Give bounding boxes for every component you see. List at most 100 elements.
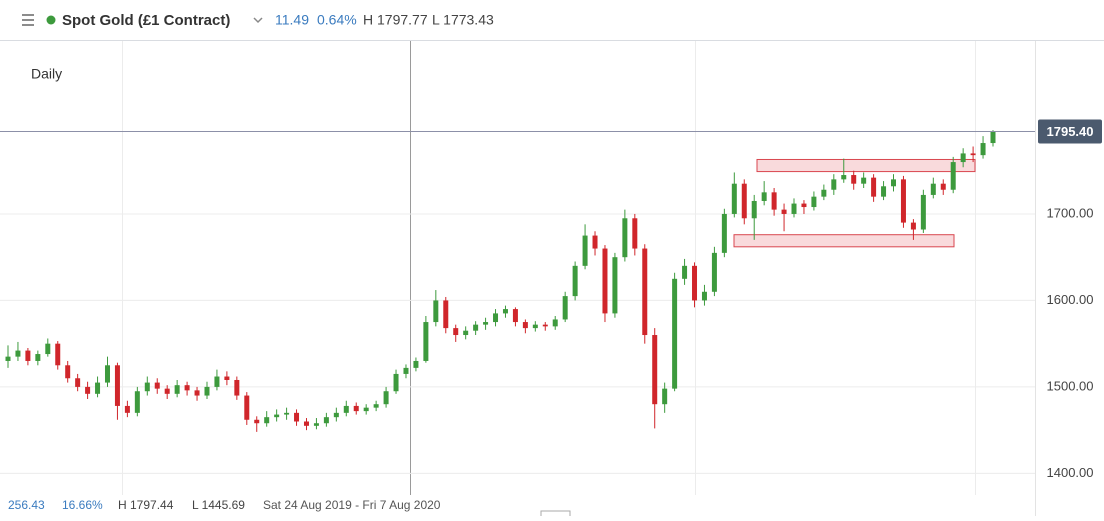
day-low: L 1773.43 xyxy=(432,12,494,28)
candle-body xyxy=(871,177,877,197)
candle-body xyxy=(821,189,827,197)
candle-body xyxy=(333,412,339,418)
candle-body xyxy=(731,183,737,214)
candle-body xyxy=(711,252,717,292)
price-zone xyxy=(756,158,976,173)
candle-body xyxy=(811,196,817,208)
candle-body xyxy=(5,356,11,361)
y-tick-label: 1600.00 xyxy=(1047,292,1094,307)
candle-body xyxy=(124,405,130,413)
candle-body xyxy=(274,414,280,418)
candle-body xyxy=(493,313,499,323)
candle-body xyxy=(682,265,688,279)
candle-body xyxy=(861,177,867,184)
candle-body xyxy=(284,412,290,415)
candle-body xyxy=(672,278,678,389)
change: 11.49 xyxy=(275,12,309,28)
candle-body xyxy=(891,179,897,187)
candle-body xyxy=(184,385,190,391)
candle-body xyxy=(483,322,489,325)
last-price-label: 1795.40 xyxy=(1047,124,1094,139)
change-pct: 0.64% xyxy=(317,12,357,28)
candle-body xyxy=(512,309,518,323)
candle-body xyxy=(234,379,240,396)
candle-body xyxy=(443,300,449,329)
candle-body xyxy=(542,324,548,327)
candle-body xyxy=(323,417,329,424)
dropdown-chevron[interactable] xyxy=(253,17,263,24)
candle-body xyxy=(532,324,538,329)
candle-body xyxy=(25,350,31,361)
candle-body xyxy=(612,257,618,314)
candle-body xyxy=(562,296,568,320)
candle-body xyxy=(303,421,309,426)
candle-body xyxy=(463,330,469,336)
y-tick-label: 1400.00 xyxy=(1047,465,1094,480)
candle-body xyxy=(35,354,41,361)
y-tick-label: 1700.00 xyxy=(1047,205,1094,220)
candle-body xyxy=(313,423,319,426)
candle-body xyxy=(851,175,857,184)
candle-body xyxy=(433,300,439,323)
candle-body xyxy=(75,378,81,387)
candle-body xyxy=(632,218,638,249)
candle-body xyxy=(144,382,150,392)
candle-body xyxy=(920,194,926,230)
candle-body xyxy=(781,209,787,214)
candle-body xyxy=(582,235,588,266)
candle-body xyxy=(692,265,698,301)
candle-body xyxy=(423,322,429,361)
candle-body xyxy=(95,382,101,394)
candle-body xyxy=(174,385,180,394)
status-dot xyxy=(46,15,56,25)
day-high: H 1797.77 xyxy=(363,12,428,28)
candle-body xyxy=(592,235,598,249)
candle-body xyxy=(950,162,956,190)
candle-body xyxy=(224,376,230,380)
candle-body xyxy=(264,417,270,424)
candle-body xyxy=(552,319,558,327)
range-change: 256.43 xyxy=(8,498,45,512)
candle-body xyxy=(662,388,668,405)
candle-body xyxy=(801,203,807,208)
candle-body xyxy=(622,218,628,258)
candle-body xyxy=(413,360,419,368)
candle-body xyxy=(473,324,479,331)
candle-body xyxy=(900,179,906,223)
scroll-handle[interactable] xyxy=(540,510,571,518)
candle-body xyxy=(970,153,976,156)
candle-body xyxy=(572,265,578,297)
candle-body xyxy=(940,183,946,190)
menu-icon[interactable] xyxy=(22,14,34,26)
candle-body xyxy=(841,175,847,180)
candle-body xyxy=(294,412,300,422)
candle-body xyxy=(602,248,608,314)
candle-body xyxy=(164,388,170,394)
candle-body xyxy=(55,343,61,366)
price-zone xyxy=(733,234,955,248)
candle-body xyxy=(741,183,747,219)
candle-body xyxy=(353,405,359,412)
candle-body xyxy=(910,222,916,230)
candle-body xyxy=(254,419,260,424)
candle-body xyxy=(980,143,986,156)
candle-body xyxy=(453,328,459,336)
candle-body xyxy=(881,186,887,197)
instrument-title[interactable]: Spot Gold (£1 Contract) xyxy=(62,12,230,29)
range-high: H 1797.44 xyxy=(118,498,174,512)
candle-body xyxy=(522,322,528,329)
candle-body xyxy=(343,405,349,413)
candle-body xyxy=(104,365,110,383)
range-pct: 16.66% xyxy=(62,498,103,512)
candle-body xyxy=(502,309,508,314)
candle-body xyxy=(652,335,658,405)
candle-body xyxy=(930,183,936,195)
candle-body xyxy=(114,365,120,406)
candle-body xyxy=(990,131,996,144)
interval-label[interactable]: Daily xyxy=(31,66,62,82)
candle-body xyxy=(244,395,250,420)
candle-body xyxy=(960,153,966,163)
candle-body xyxy=(791,203,797,214)
